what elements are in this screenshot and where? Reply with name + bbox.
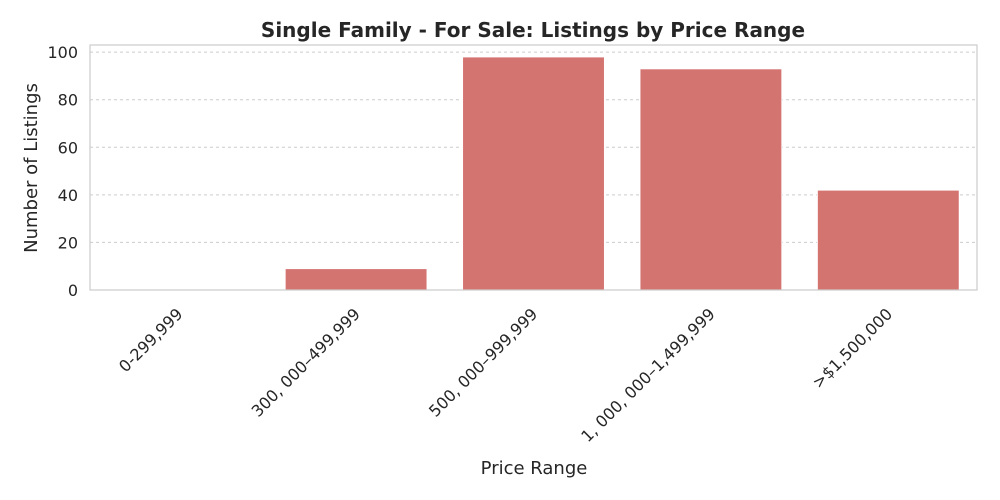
x-tick-label: >$1,500,000 [808,304,896,392]
x-tick-label: 300, 000–499,999 [248,304,364,420]
x-tick-label: 500, 000–999,999 [425,304,541,420]
x-axis-label: Price Range [481,458,588,479]
y-tick-label: 20 [58,233,78,252]
y-tick-label: 100 [47,43,78,62]
y-axis-label: Number of Listings [21,83,42,253]
x-axis-ticks: 0-299,999 300, 000–499,999 500, 000–999,99… [115,304,896,445]
chart-title: Single Family - For Sale: Listings by Pr… [261,18,805,42]
bar-1 [284,268,428,291]
plot-frame [89,44,978,291]
x-tick-label: 0-299,999 [115,304,187,376]
bars [284,56,960,291]
y-tick-label: 80 [58,91,78,110]
y-tick-label: 0 [68,281,78,300]
bar-3 [639,68,783,291]
bar-2 [462,56,605,291]
y-axis-ticks: 0 20 40 60 80 100 [47,43,78,300]
bar-4 [816,189,960,291]
x-tick-label: 1, 000, 000–1,499,999 [577,304,718,445]
y-tick-label: 60 [58,138,78,157]
y-tick-label: 40 [58,186,78,205]
